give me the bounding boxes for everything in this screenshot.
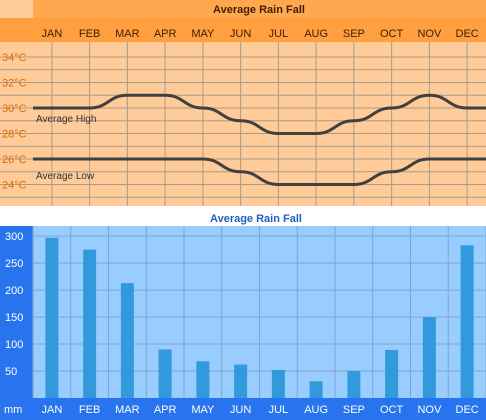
temp-month-label-nov: NOV	[417, 28, 442, 40]
temp-month-label-jun: JUN	[230, 28, 251, 40]
rain-bar-feb	[83, 249, 97, 398]
rain-bar-dec	[460, 245, 474, 398]
rain-bar-mar	[120, 283, 134, 398]
temp-month-label-apr: APR	[154, 28, 177, 40]
temp-month-label-jul: JUL	[269, 28, 289, 40]
rain-bar-jan	[45, 237, 59, 398]
rainfall-chart: Average Rain Fall 300 250 200 150 100 50 JAN F…	[0, 210, 486, 420]
temp-grid	[0, 42, 486, 206]
rain-grid	[32, 226, 486, 398]
temp-month-label-feb: FEB	[79, 28, 100, 40]
temp-chart-title: Average Rain Fall	[213, 4, 305, 16]
temp-month-band	[0, 18, 486, 42]
temp-month-label-aug: AUG	[304, 28, 328, 40]
rain-y-tick-250: 250	[5, 258, 23, 270]
temp-month-label-dec: DEC	[456, 28, 479, 40]
temp-month-labels: JAN FEB MAR APR MAY JUN JUL AUG SEP OCT NOV DEC	[41, 28, 478, 40]
temp-y-tick-28: 28°C	[2, 129, 27, 141]
rain-y-tick-100: 100	[5, 339, 23, 351]
rain-bar-apr	[158, 349, 172, 398]
temp-y-tick-34: 34°C	[2, 52, 27, 64]
rain-bars	[45, 237, 474, 398]
temp-y-tick-30: 30°C	[2, 103, 27, 115]
chart-separator	[0, 206, 486, 210]
temperature-chart: Average Rain Fall JAN FEB MAR APR MAY JUN JUL A…	[0, 0, 486, 206]
temp-month-label-may: MAY	[191, 28, 215, 40]
rain-title-bar	[0, 210, 486, 226]
rain-month-label-sep: SEP	[343, 404, 365, 416]
rain-month-label-jan: JAN	[41, 404, 62, 416]
rain-y-tick-150: 150	[5, 312, 23, 324]
temp-y-tick-24: 24°C	[2, 180, 27, 192]
rain-bar-jun	[234, 364, 248, 398]
temp-month-label-jan: JAN	[41, 28, 62, 40]
temp-series-lines	[32, 93, 486, 186]
rain-month-label-nov: NOV	[417, 404, 442, 416]
temp-month-label-sep: SEP	[343, 28, 365, 40]
rain-month-label-feb: FEB	[79, 404, 100, 416]
rain-y-tick-200: 200	[5, 285, 23, 297]
series-label-average-high: Average High	[36, 114, 96, 125]
rain-month-labels: JAN FEB MAR APR MAY JUN JUL AUG SEP OCT NOV DEC	[41, 404, 478, 416]
rain-y-tick-50: 50	[5, 366, 17, 378]
series-line-average-high	[32, 93, 486, 136]
rain-chart-title: Average Rain Fall	[210, 213, 302, 225]
rain-month-label-apr: APR	[154, 404, 177, 416]
rain-left-band	[0, 226, 33, 420]
rain-month-label-oct: OCT	[380, 404, 404, 416]
temp-month-label-oct: OCT	[380, 28, 404, 40]
rain-month-label-dec: DEC	[456, 404, 479, 416]
rain-y-tick-labels: 300 250 200 150 100 50	[5, 231, 23, 378]
temp-y-tick-labels: 34°C 32°C 30°C 28°C 26°C 24°C	[2, 52, 27, 192]
series-line-average-low	[33, 157, 486, 186]
rain-y-tick-300: 300	[5, 231, 23, 243]
rain-bar-aug	[309, 381, 323, 398]
temp-title-band	[33, 0, 486, 18]
rain-month-label-aug: AUG	[304, 404, 328, 416]
series-label-average-low: Average Low	[36, 171, 95, 182]
rain-bar-jul	[271, 369, 285, 398]
rain-y-unit-label: mm	[4, 404, 22, 416]
rain-month-band	[0, 398, 486, 420]
temp-y-tick-26: 26°C	[2, 154, 27, 166]
rain-bar-nov	[422, 317, 436, 398]
rain-month-label-mar: MAR	[115, 404, 140, 416]
rain-month-label-may: MAY	[191, 404, 215, 416]
rain-bar-may	[196, 361, 210, 398]
rain-month-label-jul: JUL	[269, 404, 289, 416]
temp-y-tick-32: 32°C	[2, 78, 27, 90]
rain-bar-sep	[347, 371, 361, 398]
rain-month-label-jun: JUN	[230, 404, 251, 416]
temp-month-label-mar: MAR	[115, 28, 140, 40]
rain-bar-oct	[385, 349, 399, 398]
